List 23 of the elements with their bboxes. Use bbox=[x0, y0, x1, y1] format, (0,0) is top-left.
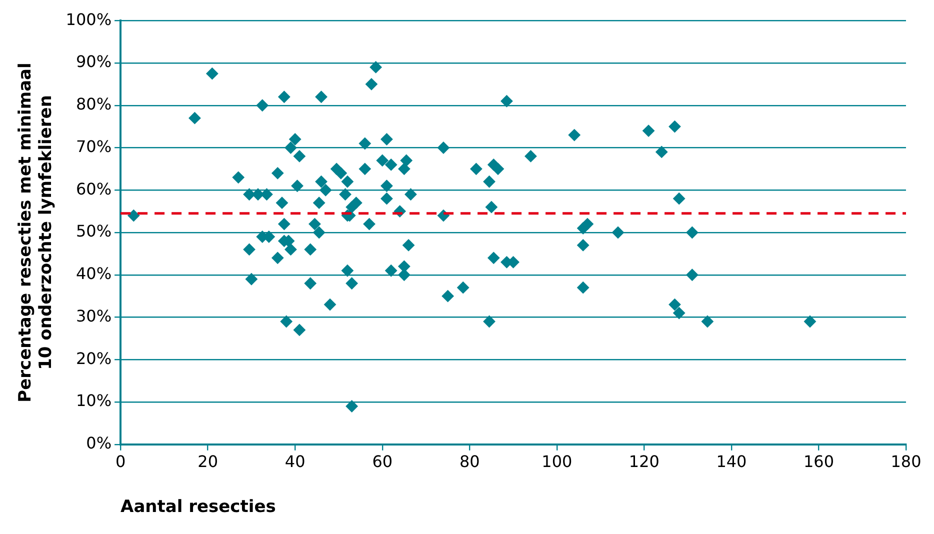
y-tick-label: 40% bbox=[76, 264, 112, 284]
y-axis-title: Percentage resecties met minimaal 10 onderzochte lymfeklieren bbox=[16, 62, 56, 402]
y-tick-label: 90% bbox=[76, 52, 112, 72]
x-tick-label: 140 bbox=[716, 452, 747, 472]
x-tick-label: 80 bbox=[459, 452, 480, 472]
x-tick-label: 160 bbox=[803, 452, 834, 472]
y-tick-label: 70% bbox=[76, 136, 112, 156]
x-tick-label: 60 bbox=[372, 452, 393, 472]
y-tick-label: 60% bbox=[76, 179, 112, 198]
y-tick-label: 10% bbox=[76, 391, 112, 410]
x-tick-label: 100 bbox=[542, 452, 572, 472]
x-tick-label: 20 bbox=[198, 452, 218, 472]
y-tick-label: 30% bbox=[76, 306, 112, 326]
y-tick-label: 80% bbox=[76, 94, 112, 114]
y-tick-label: 100% bbox=[66, 10, 112, 29]
y-tick-label: 50% bbox=[76, 222, 112, 241]
x-tick-label: 40 bbox=[284, 452, 306, 472]
x-tick-label: 120 bbox=[628, 452, 660, 472]
x-tick-label: 180 bbox=[890, 452, 922, 472]
x-axis-title: Aantal resecties bbox=[120, 497, 276, 518]
x-tick-label: 0 bbox=[115, 452, 126, 472]
y-tick-label: 20% bbox=[76, 348, 112, 368]
y-tick-label: 0% bbox=[86, 434, 112, 453]
